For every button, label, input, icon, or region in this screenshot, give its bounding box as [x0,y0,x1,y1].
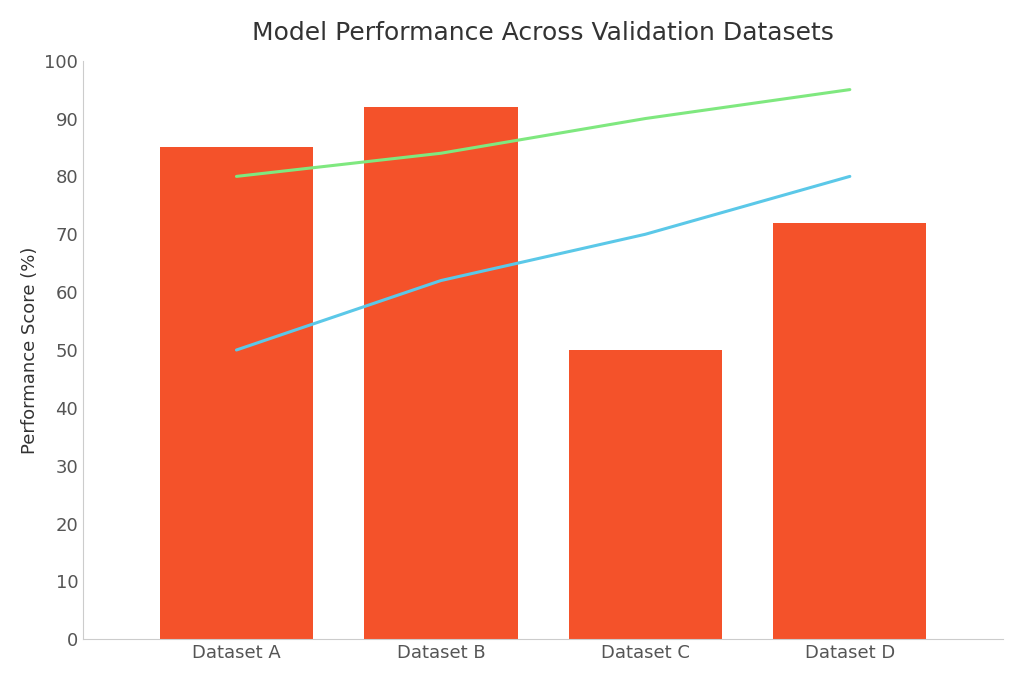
Bar [568,350,722,639]
Bar [365,107,517,639]
Title: Model Performance Across Validation Datasets: Model Performance Across Validation Data… [252,21,835,45]
Y-axis label: Performance Score (%): Performance Score (%) [20,247,39,454]
Bar [160,148,313,639]
Bar [773,223,927,639]
